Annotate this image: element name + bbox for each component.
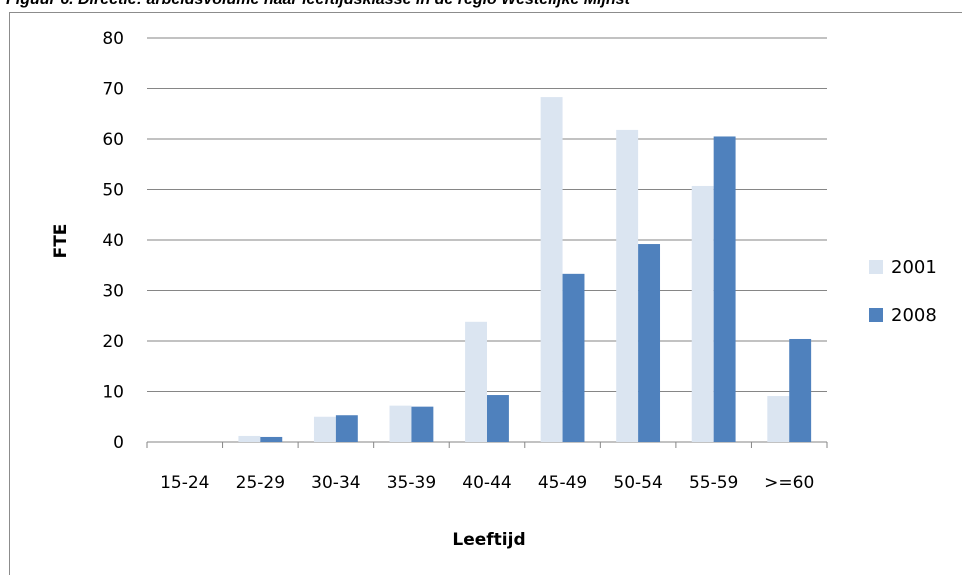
legend-swatch-2008 xyxy=(869,308,883,322)
x-axis-title: Leeftijd xyxy=(452,530,525,550)
bar-2008-45-49 xyxy=(562,273,585,442)
x-tick-label: 50-54 xyxy=(613,473,662,493)
y-axis-title: FTE xyxy=(51,224,71,259)
y-tick-label: 60 xyxy=(102,130,124,150)
y-tick-label: 0 xyxy=(113,433,124,453)
bar-2001-55-59 xyxy=(691,185,714,442)
chart-frame xyxy=(9,12,962,575)
x-tick-label: >=60 xyxy=(764,473,814,493)
x-tick-label: 25-29 xyxy=(236,473,285,493)
bar-2008-40-44 xyxy=(487,395,509,442)
bar-2001-40-44 xyxy=(465,321,487,442)
legend-swatch-2001 xyxy=(869,260,883,274)
x-tick-label: 30-34 xyxy=(311,473,360,493)
bar-2008->=60 xyxy=(789,338,812,442)
y-tick-label: 50 xyxy=(102,181,124,201)
legend: 2001 2008 xyxy=(869,257,937,326)
bar-2008-30-34 xyxy=(335,415,358,442)
y-tick-label: 70 xyxy=(102,80,124,100)
y-tick-label: 80 xyxy=(102,29,124,49)
bars xyxy=(238,97,812,443)
bar-2008-50-54 xyxy=(638,244,661,442)
bar-2001-30-34 xyxy=(313,416,336,442)
y-tick-label: 20 xyxy=(102,332,124,352)
bar-2008-25-29 xyxy=(260,436,283,442)
y-tick-label: 10 xyxy=(102,383,124,403)
x-tick-label: 15-24 xyxy=(160,473,209,493)
y-tick-label: 30 xyxy=(102,282,124,302)
x-tick-label: 45-49 xyxy=(538,473,587,493)
bar-2001-35-39 xyxy=(389,405,412,442)
legend-label-2008: 2008 xyxy=(891,305,937,326)
bar-2001-50-54 xyxy=(616,129,639,442)
x-tick-label: 40-44 xyxy=(462,473,511,493)
bar-2001-45-49 xyxy=(540,97,563,443)
x-tick-label: 55-59 xyxy=(689,473,738,493)
x-tick-label: 35-39 xyxy=(387,473,436,493)
bar-2001->=60 xyxy=(767,396,790,442)
bar-2001-25-29 xyxy=(238,435,261,442)
figure-caption: Figuur 6. Directie: arbeidsvolume naar l… xyxy=(6,0,630,9)
legend-label-2001: 2001 xyxy=(891,257,937,278)
bar-2008-35-39 xyxy=(411,406,434,442)
bar-2008-55-59 xyxy=(713,136,736,442)
y-tick-label: 40 xyxy=(102,231,124,251)
tick-labels: 0 10 20 30 40 50 60 70 80 15-24 25-29 30-34 35-39 40-… xyxy=(102,29,814,493)
